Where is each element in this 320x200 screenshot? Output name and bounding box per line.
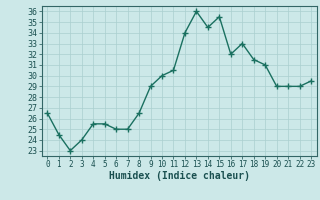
X-axis label: Humidex (Indice chaleur): Humidex (Indice chaleur) bbox=[109, 171, 250, 181]
